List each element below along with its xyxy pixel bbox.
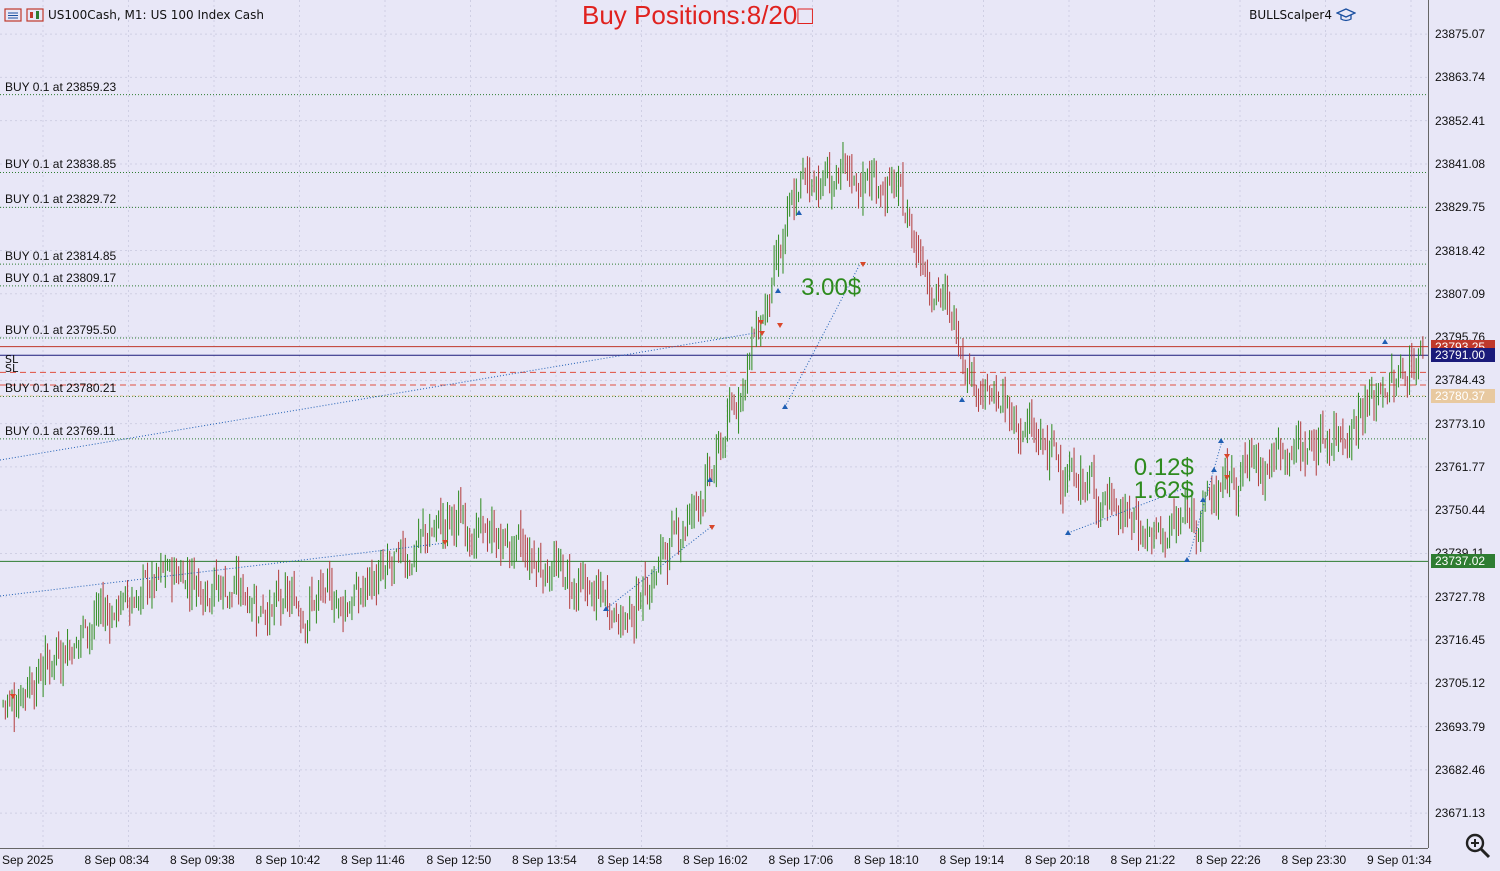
profit-label: 0.12$	[1133, 453, 1194, 481]
buy-arrow	[782, 404, 788, 409]
symbol-label: US100Cash, M1:	[48, 8, 147, 22]
time-tick: 8 Sep 2025	[0, 853, 54, 867]
sell-arrow	[442, 540, 448, 545]
sl-label[interactable]: SL	[5, 353, 19, 366]
sl-label[interactable]: SL	[5, 362, 19, 375]
order-label[interactable]: BUY 0.1 at 23769.11	[5, 423, 116, 438]
price-tick: 23784.43	[1435, 373, 1486, 388]
order-label[interactable]: BUY 0.1 at 23838.85	[5, 157, 117, 172]
price-chart[interactable]	[0, 0, 1428, 848]
price-tick: 23671.13	[1435, 806, 1486, 821]
buy-arrow	[707, 477, 713, 482]
profit-label: 1.62$	[1133, 476, 1194, 504]
sell-arrow	[777, 323, 783, 328]
time-tick: 8 Sep 21:22	[1110, 853, 1176, 867]
price-tick: 23750.44	[1435, 503, 1486, 518]
buy-positions-title: Buy Positions:8/20□	[582, 0, 814, 30]
order-label[interactable]: BUY 0.1 at 23780.21	[5, 381, 117, 396]
buy-arrow	[1184, 557, 1190, 562]
buy-arrow	[959, 397, 965, 402]
chart-type-icon[interactable]	[26, 8, 44, 22]
sell-arrow	[758, 320, 764, 325]
sell-arrow	[1224, 454, 1230, 459]
buy-arrow	[796, 210, 802, 215]
time-scale[interactable]: 8 Sep 2025 8 Sep 08:34 8 Sep 09:38 8 Sep 10…	[0, 848, 1432, 871]
time-tick: 8 Sep 09:38	[170, 853, 235, 867]
profit-label: 3.00$	[801, 274, 862, 302]
buy-arrow	[1382, 339, 1388, 344]
sell-arrow	[709, 525, 715, 530]
chart-area[interactable]: US100Cash, M1: US 100 Index Cash Buy Pos…	[0, 0, 1428, 848]
time-tick: 9 Sep 01:34	[1367, 853, 1432, 867]
time-tick: 8 Sep 19:14	[939, 853, 1005, 867]
chart-header: US100Cash, M1: US 100 Index Cash	[4, 6, 264, 24]
price-tick: 23716.45	[1435, 633, 1486, 647]
price-tick: 23693.79	[1435, 719, 1486, 734]
buy-arrow	[1200, 497, 1206, 502]
price-tick: 23818.42	[1435, 243, 1486, 258]
time-tick: 8 Sep 20:18	[1025, 853, 1090, 867]
price-tick: 23841.08	[1435, 156, 1486, 171]
buy-arrow	[1218, 438, 1224, 443]
price-badge: 23780.37	[1431, 388, 1495, 403]
symbol-description: US 100 Index Cash	[150, 8, 264, 22]
order-label[interactable]: BUY 0.1 at 23809.17	[5, 270, 117, 285]
price-badge: 23791.00	[1431, 348, 1495, 363]
order-label[interactable]: BUY 0.1 at 23829.72	[5, 192, 117, 207]
buy-arrow	[603, 606, 609, 611]
price-tick: 23875.07	[1435, 27, 1486, 42]
buy-arrow	[1211, 467, 1217, 472]
price-tick: 23863.74	[1435, 70, 1486, 85]
time-tick: 8 Sep 18:10	[854, 853, 919, 867]
zoom-icon[interactable]	[1464, 832, 1492, 860]
order-label[interactable]: BUY 0.1 at 23795.50	[5, 323, 117, 338]
time-tick: 8 Sep 17:06	[768, 853, 834, 867]
sell-arrow	[759, 331, 765, 336]
price-tick: 23773.10	[1435, 416, 1486, 431]
time-tick: 8 Sep 14:58	[597, 853, 663, 867]
time-tick: 8 Sep 10:42	[255, 853, 321, 867]
sell-arrow	[1224, 475, 1230, 480]
sell-arrow	[10, 694, 16, 699]
buy-arrow	[775, 288, 781, 293]
price-tick: 23727.78	[1435, 589, 1486, 604]
price-scale[interactable]: 23875.07 23863.74 23852.41 23841.08 23829.75…	[1428, 0, 1500, 848]
price-tick: 23705.12	[1435, 676, 1486, 691]
menu-icon[interactable]	[4, 8, 22, 22]
time-tick: 8 Sep 11:46	[341, 853, 405, 867]
price-tick: 23682.46	[1435, 762, 1486, 777]
order-label[interactable]: BUY 0.1 at 23859.23	[5, 79, 117, 94]
price-tick: 23761.77	[1435, 459, 1486, 474]
order-label[interactable]: BUY 0.1 at 23814.85	[5, 249, 117, 264]
graduation-cap-icon	[1336, 8, 1356, 22]
time-tick: 8 Sep 08:34	[84, 853, 150, 867]
price-tick: 23852.41	[1435, 113, 1486, 128]
time-tick: 8 Sep 12:50	[426, 853, 492, 867]
time-tick: 8 Sep 13:54	[512, 853, 577, 867]
time-tick: 8 Sep 22:26	[1196, 853, 1261, 867]
price-tick: 23829.75	[1435, 200, 1486, 215]
price-tick: 23807.09	[1435, 286, 1486, 301]
time-tick: 8 Sep 16:02	[683, 853, 748, 867]
buy-arrow	[1065, 530, 1071, 535]
sell-arrow	[860, 262, 866, 267]
ea-name-text: BULLScalper4	[1249, 8, 1332, 22]
time-tick: 8 Sep 23:30	[1281, 853, 1347, 867]
expert-advisor-label[interactable]: BULLScalper4	[1249, 7, 1356, 23]
price-badge: 23737.02	[1431, 554, 1495, 569]
